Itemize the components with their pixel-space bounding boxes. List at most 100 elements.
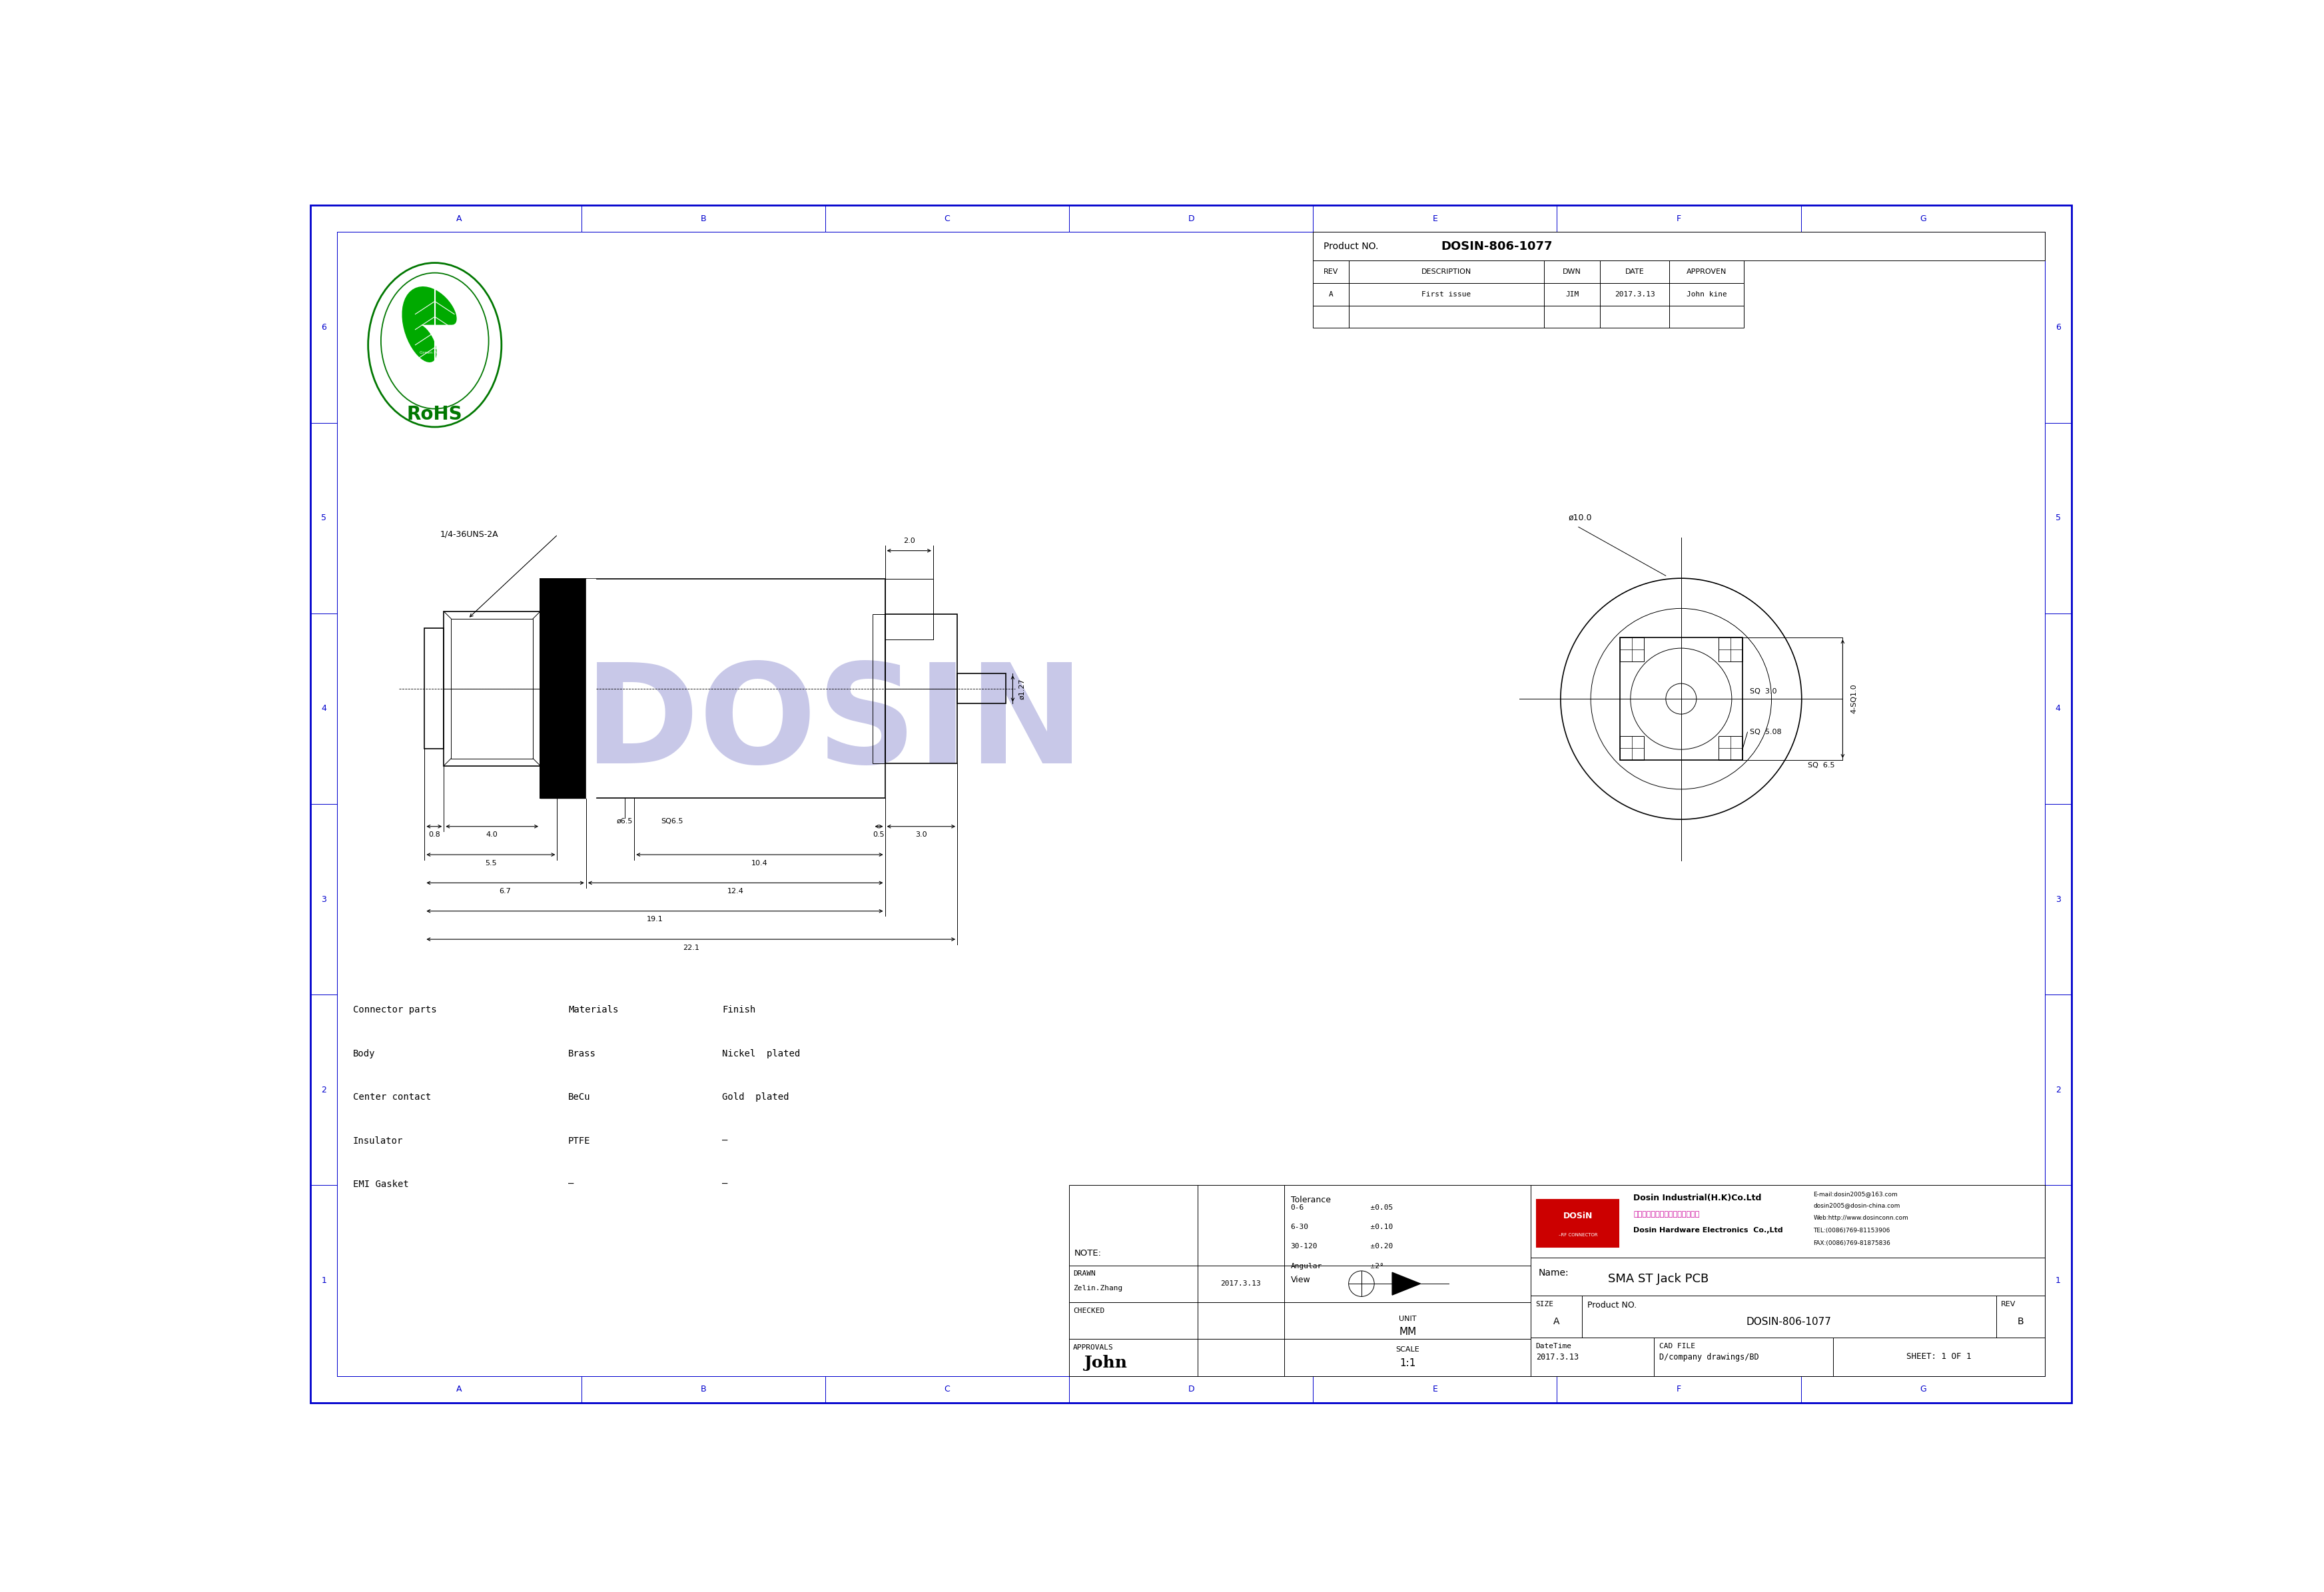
Bar xyxy=(1543,283,1601,306)
Text: E: E xyxy=(1432,215,1439,223)
Text: Center contact: Center contact xyxy=(353,1092,430,1102)
Bar xyxy=(1601,306,1669,328)
Text: dosin2005@dosin-china.com: dosin2005@dosin-china.com xyxy=(1813,1202,1901,1208)
Text: Green Product: Green Product xyxy=(421,350,451,355)
Text: –RF CONNECTOR: –RF CONNECTOR xyxy=(1559,1234,1597,1237)
Text: 5: 5 xyxy=(2054,514,2061,522)
Bar xyxy=(1601,259,1669,283)
Text: 2: 2 xyxy=(2054,1086,2061,1094)
Text: DOSiN: DOSiN xyxy=(1564,1212,1592,1221)
Bar xyxy=(539,579,595,798)
Text: 30-120: 30-120 xyxy=(1290,1243,1318,1250)
Text: D: D xyxy=(1188,1385,1195,1393)
Text: 22.1: 22.1 xyxy=(683,944,700,950)
Text: Gold  plated: Gold plated xyxy=(723,1092,788,1102)
Bar xyxy=(425,629,444,748)
Text: SQ  6.5: SQ 6.5 xyxy=(1808,763,1834,769)
Text: DOSIN: DOSIN xyxy=(583,657,1085,791)
Bar xyxy=(1620,637,1643,662)
Text: DESCRIPTION: DESCRIPTION xyxy=(1422,267,1471,275)
Text: 4-SQ1.0: 4-SQ1.0 xyxy=(1850,685,1857,713)
Polygon shape xyxy=(586,579,595,798)
Text: APPROVEN: APPROVEN xyxy=(1687,267,1727,275)
Text: 2017.3.13: 2017.3.13 xyxy=(1220,1280,1262,1286)
Text: A: A xyxy=(1552,1317,1559,1326)
Polygon shape xyxy=(402,287,456,361)
Text: F: F xyxy=(1676,215,1680,223)
Text: REV: REV xyxy=(2001,1301,2015,1307)
Text: APPROVALS: APPROVALS xyxy=(1074,1344,1113,1350)
Bar xyxy=(1543,306,1601,328)
Text: F: F xyxy=(1676,1385,1680,1393)
Text: FAX:(0086)769-81875836: FAX:(0086)769-81875836 xyxy=(1813,1240,1892,1247)
Bar xyxy=(1313,306,1348,328)
Text: NOTE:: NOTE: xyxy=(1074,1250,1102,1258)
Bar xyxy=(1543,259,1601,283)
Bar xyxy=(1313,283,1348,306)
Text: UNIT: UNIT xyxy=(1399,1315,1415,1321)
Text: 10.4: 10.4 xyxy=(751,860,767,866)
Bar xyxy=(1348,283,1543,306)
Text: John kine: John kine xyxy=(1687,291,1727,298)
Text: Finish: Finish xyxy=(723,1005,755,1014)
Text: 1:1: 1:1 xyxy=(1399,1358,1415,1368)
Text: Web:http://www.dosinconn.com: Web:http://www.dosinconn.com xyxy=(1813,1215,1908,1221)
Text: D: D xyxy=(1188,215,1195,223)
Bar xyxy=(1536,1200,1620,1247)
Text: 2017.3.13: 2017.3.13 xyxy=(1615,291,1655,298)
Text: Nickel  plated: Nickel plated xyxy=(723,1049,799,1059)
Text: B: B xyxy=(700,1385,706,1393)
Text: DOSIN-806-1077: DOSIN-806-1077 xyxy=(1441,240,1552,252)
Text: –: – xyxy=(723,1180,727,1189)
Text: John: John xyxy=(1085,1355,1127,1371)
Text: 5.5: 5.5 xyxy=(486,860,497,866)
Text: Angular: Angular xyxy=(1290,1262,1322,1269)
Text: Tolerance: Tolerance xyxy=(1290,1196,1332,1204)
Text: 0.5: 0.5 xyxy=(874,831,885,839)
Text: 6.7: 6.7 xyxy=(500,888,511,895)
Bar xyxy=(1717,637,1743,662)
Text: SQ  5.08: SQ 5.08 xyxy=(1750,729,1783,736)
Text: 6-30: 6-30 xyxy=(1290,1224,1308,1231)
Text: ±0.05: ±0.05 xyxy=(1362,1204,1392,1212)
Text: REV: REV xyxy=(1322,267,1339,275)
Text: D/company drawings/BD: D/company drawings/BD xyxy=(1659,1353,1759,1361)
Text: C: C xyxy=(944,215,951,223)
Text: SHEET: 1 OF 1: SHEET: 1 OF 1 xyxy=(1906,1353,1971,1361)
Text: 12.4: 12.4 xyxy=(727,888,744,895)
Text: 2: 2 xyxy=(321,1086,328,1094)
Text: A: A xyxy=(456,215,462,223)
Polygon shape xyxy=(1392,1272,1420,1294)
Text: ø6.5: ø6.5 xyxy=(616,818,632,825)
Text: C: C xyxy=(944,1385,951,1393)
Bar xyxy=(874,615,885,763)
Text: DOSIN-806-1077: DOSIN-806-1077 xyxy=(1745,1317,1831,1326)
Text: A: A xyxy=(456,1385,462,1393)
Bar xyxy=(1348,259,1543,283)
Text: DATE: DATE xyxy=(1624,267,1645,275)
Text: Body: Body xyxy=(353,1049,374,1059)
Text: BeCu: BeCu xyxy=(567,1092,590,1102)
Text: CHECKED: CHECKED xyxy=(1074,1307,1104,1313)
Text: DateTime: DateTime xyxy=(1536,1342,1571,1350)
Text: View: View xyxy=(1290,1275,1311,1285)
Bar xyxy=(1717,736,1743,759)
Text: 2017.3.13: 2017.3.13 xyxy=(1536,1353,1578,1361)
Text: SCALE: SCALE xyxy=(1397,1345,1420,1353)
Bar xyxy=(1669,306,1743,328)
Bar xyxy=(885,579,934,638)
Text: –: – xyxy=(567,1180,574,1189)
Bar xyxy=(451,619,532,758)
Text: JIM: JIM xyxy=(1566,291,1578,298)
Text: DRAWN: DRAWN xyxy=(1074,1270,1095,1277)
Text: G: G xyxy=(1920,1385,1927,1393)
Text: ±0.10: ±0.10 xyxy=(1362,1224,1392,1231)
Text: 1: 1 xyxy=(321,1277,328,1285)
Bar xyxy=(1313,259,1348,283)
Text: B: B xyxy=(700,215,706,223)
Text: 6: 6 xyxy=(321,323,328,331)
Text: –: – xyxy=(723,1137,727,1145)
Text: SIZE: SIZE xyxy=(1536,1301,1555,1307)
Text: ±0.20: ±0.20 xyxy=(1362,1243,1392,1250)
Text: 4: 4 xyxy=(2054,704,2061,713)
